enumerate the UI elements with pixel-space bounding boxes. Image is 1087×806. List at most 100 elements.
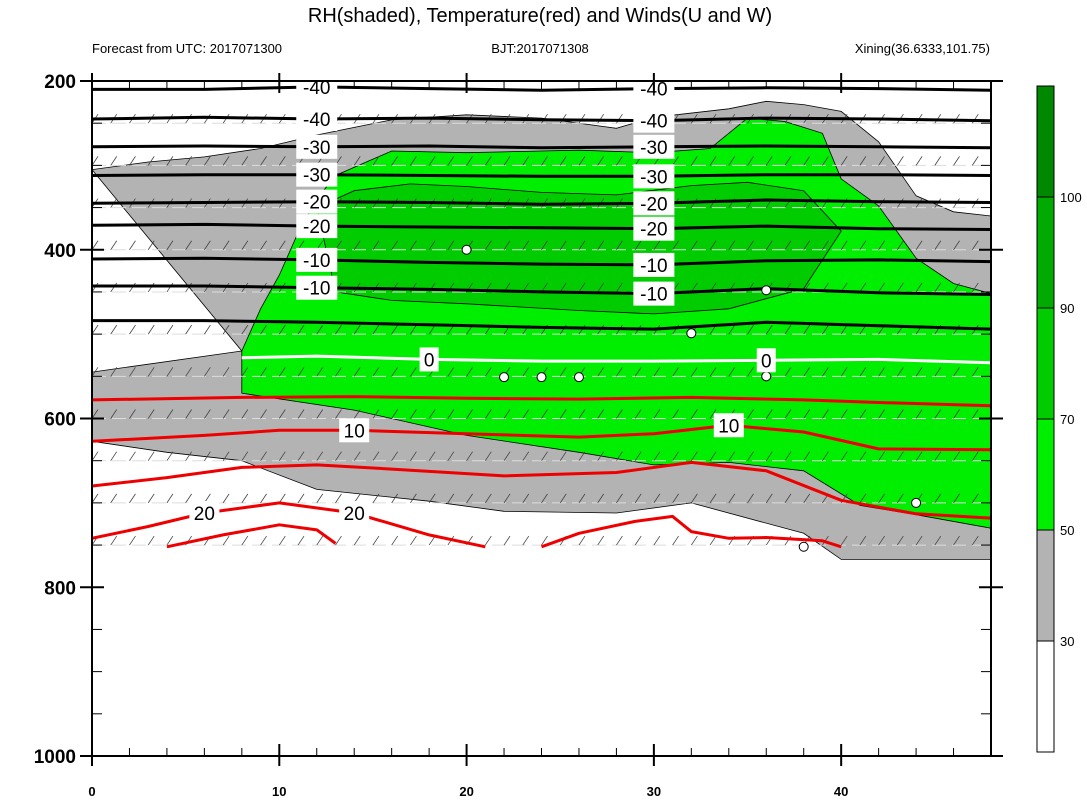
wind-barb <box>410 535 417 546</box>
wind-barb <box>616 535 623 546</box>
wind-barb <box>728 367 736 377</box>
wind-barb <box>859 493 867 504</box>
colorbar-label: 90 <box>1060 301 1074 316</box>
wind-barb <box>897 81 898 82</box>
calm-wind-marker <box>573 372 584 383</box>
wind-barb <box>260 493 267 504</box>
colorbar-label: 30 <box>1060 634 1074 649</box>
wind-barb <box>504 81 505 82</box>
wind-barb <box>110 409 118 419</box>
svg-text:-40: -40 <box>640 112 667 133</box>
wind-barb <box>897 535 904 546</box>
y-tick-label: 600 <box>44 410 76 431</box>
wind-barb <box>166 324 174 335</box>
wind-barb <box>934 451 942 461</box>
wind-barb <box>691 451 698 461</box>
wind-barb <box>784 240 792 250</box>
contour-label: 20 <box>339 501 370 525</box>
wind-barb <box>410 367 417 377</box>
svg-text:-10: -10 <box>303 251 330 272</box>
wind-barb <box>484 409 492 419</box>
wind-barb <box>709 367 717 377</box>
wind-barb <box>204 451 211 461</box>
rh-region-70-90 <box>316 181 842 315</box>
temperature-contour <box>92 222 991 231</box>
subtitle-center: BJT:2017071308 <box>491 41 589 56</box>
wind-barb <box>129 409 136 419</box>
temperature-contour <box>92 460 991 520</box>
x-tick-label: 0 <box>88 784 95 799</box>
wind-barb <box>597 535 605 546</box>
calm-wind-marker <box>536 372 547 383</box>
wind-barb <box>840 409 848 419</box>
wind-barb <box>934 156 942 166</box>
wind-barb <box>765 409 773 419</box>
wind-barb <box>784 156 792 166</box>
wind-barb <box>297 409 305 419</box>
wind-barb <box>691 367 698 377</box>
wind-barb <box>859 81 861 82</box>
wind-barb <box>616 156 623 166</box>
wind-barb <box>353 240 361 250</box>
contour-label: -10 <box>296 247 338 272</box>
wind-barb <box>447 409 455 419</box>
contour-label: -40 <box>633 108 675 133</box>
wind-barb <box>278 240 286 250</box>
wind-barb <box>709 451 717 461</box>
wind-barb <box>466 156 473 166</box>
wind-barb <box>297 535 305 546</box>
svg-text:20: 20 <box>194 504 215 525</box>
wind-barb <box>129 535 136 546</box>
wind-barb <box>185 81 187 82</box>
wind-barb <box>747 409 754 419</box>
wind-barb <box>372 81 374 82</box>
wind-barb <box>691 409 698 419</box>
wind-barb <box>822 81 823 82</box>
wind-barb <box>916 81 917 82</box>
wind-barb <box>353 409 361 419</box>
wind-barb <box>222 451 230 461</box>
wind-barb <box>728 156 736 166</box>
svg-text:-10: -10 <box>640 256 667 277</box>
wind-barb <box>859 409 867 419</box>
wind-barb <box>353 367 361 377</box>
wind-barb <box>522 451 530 461</box>
wind-barb <box>428 493 436 504</box>
wind-barb <box>634 367 642 377</box>
wind-barb <box>691 240 698 250</box>
wind-barb <box>859 451 867 461</box>
wind-barb <box>971 535 979 546</box>
wind-barb <box>541 451 548 461</box>
wind-barb <box>166 451 174 461</box>
wind-barb <box>391 156 398 166</box>
wind-barb <box>915 282 923 293</box>
wind-barb <box>428 535 436 546</box>
wind-barb <box>410 451 417 461</box>
wind-barb <box>391 81 393 82</box>
wind-barb <box>672 451 679 461</box>
wind-barb <box>765 451 773 461</box>
contour-label: -20 <box>296 189 338 214</box>
wind-barb <box>241 535 249 546</box>
wind-barb <box>803 493 811 504</box>
colorbar-label: 50 <box>1060 523 1074 538</box>
wind-barb <box>765 156 773 166</box>
wind-barb <box>803 451 811 461</box>
wind-barb <box>297 493 305 504</box>
wind-barb <box>578 409 586 419</box>
wind-barb <box>410 240 417 250</box>
contour-label: -30 <box>633 134 675 159</box>
wind-barb <box>166 367 174 377</box>
wind-barb <box>971 451 979 461</box>
wind-barb <box>484 156 492 166</box>
wind-barb <box>316 493 324 504</box>
wind-barb <box>503 493 511 504</box>
wind-barb <box>616 240 623 250</box>
wind-barb <box>278 409 286 419</box>
contour-label: -40 <box>296 106 338 131</box>
wind-barb <box>147 535 155 546</box>
wind-barb <box>578 451 586 461</box>
wind-barb <box>354 81 355 82</box>
wind-barb <box>222 535 230 546</box>
y-tick-label: 200 <box>44 72 76 93</box>
